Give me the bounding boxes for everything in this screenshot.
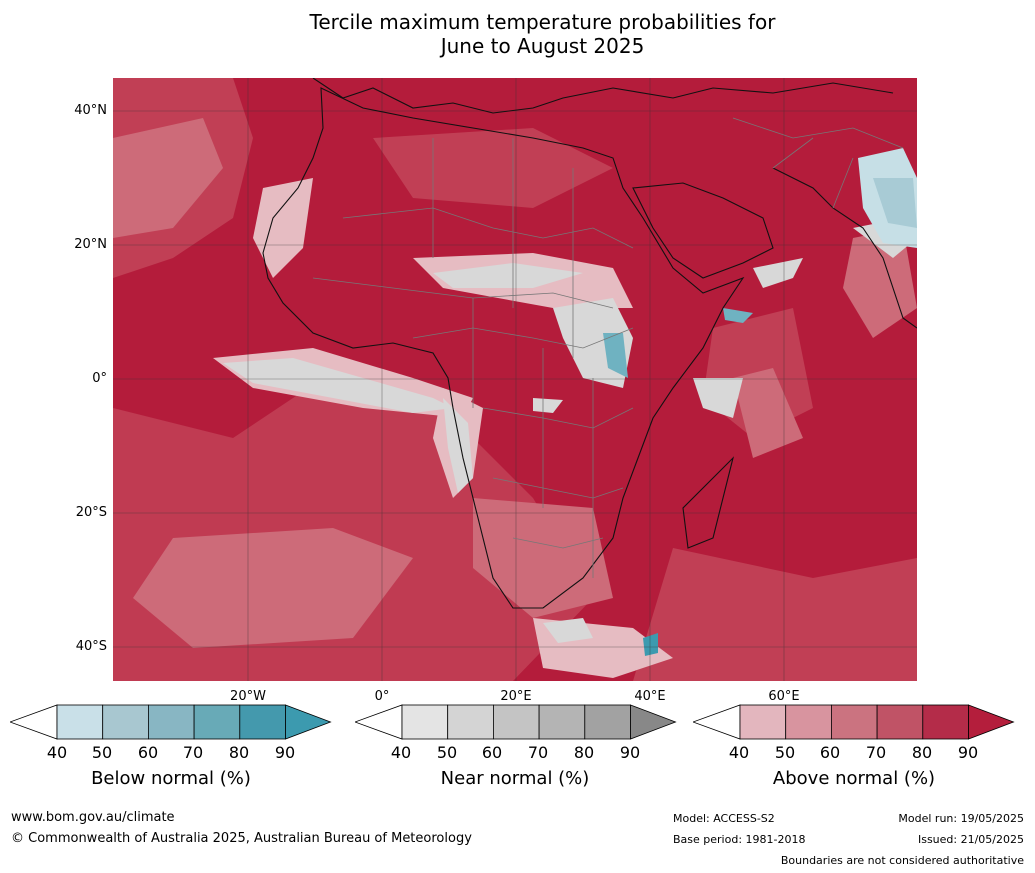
tick-label: 70: [182, 743, 204, 762]
lat-label-20s: 20°S: [75, 505, 107, 520]
colorbar-segment: [876, 704, 924, 740]
tick-label: 80: [228, 743, 250, 762]
colorbar-segment: [401, 704, 449, 740]
lon-label-20w: 20°W: [230, 689, 266, 704]
colorbar-extend-low: [10, 704, 58, 740]
tick-label: 90: [957, 743, 979, 762]
lat-label-40s: 40°S: [75, 639, 107, 654]
lon-label-40e: 40°E: [634, 689, 666, 704]
lat-label-0: 0°: [92, 371, 107, 386]
tick-label: 70: [865, 743, 887, 762]
colorbar-segment: [492, 704, 540, 740]
colorbar-above-svg: [693, 704, 1015, 740]
colorbar-segment: [447, 704, 494, 740]
tick-label: 50: [436, 743, 458, 762]
tick-label: 50: [91, 743, 113, 762]
colorbar-below-svg: [10, 704, 332, 740]
lon-label-0: 0°: [374, 689, 390, 704]
coastlines: [262, 78, 917, 609]
model-run-text: Model run: 19/05/2025: [898, 812, 1024, 825]
colorbar-extend-high: [630, 704, 677, 740]
near-normal-areas: [223, 218, 917, 643]
tick-label: 40: [46, 743, 68, 762]
graticule: [113, 78, 917, 681]
website-link[interactable]: www.bom.gov.au/climate: [11, 810, 175, 825]
lon-label-60e: 60°E: [768, 689, 800, 704]
colorbar-extend-high: [968, 704, 1015, 740]
tick-label: 40: [728, 743, 750, 762]
title-line-1: Tercile maximum temperature probabilitie…: [309, 10, 776, 34]
colorbar-segment: [830, 704, 878, 740]
tick-label: 40: [390, 743, 412, 762]
colorbar-segment: [193, 704, 241, 740]
issued-text: Issued: 21/05/2025: [917, 833, 1024, 846]
lat-label-40n: 40°N: [74, 103, 107, 118]
map-title: Tercile maximum temperature probabilitie…: [0, 10, 1035, 58]
tick-label: 90: [274, 743, 296, 762]
below-normal-areas: [603, 148, 917, 656]
colorbar-segment: [56, 704, 104, 740]
colorbar-below-label: Below normal (%): [91, 768, 251, 789]
colorbar-segment: [922, 704, 969, 740]
colorbar-extend-low: [693, 704, 741, 740]
tick-label: 80: [573, 743, 595, 762]
tick-label: 60: [481, 743, 503, 762]
colorbar-segment: [785, 704, 832, 740]
colorbar-segment: [538, 704, 586, 740]
lon-label-20e: 20°E: [500, 689, 532, 704]
lat-label-20n: 20°N: [74, 237, 107, 252]
colorbar-segment: [102, 704, 149, 740]
tick-label: 70: [527, 743, 549, 762]
colorbar-segment: [147, 704, 195, 740]
colorbar-extend-high: [285, 704, 332, 740]
colorbar-above-label: Above normal (%): [772, 768, 936, 789]
tick-label: 50: [774, 743, 796, 762]
colorbar-segment: [584, 704, 631, 740]
tick-label: 60: [137, 743, 159, 762]
tick-label: 60: [819, 743, 841, 762]
disclaimer-text: Boundaries are not considered authoritat…: [780, 854, 1024, 867]
tick-label: 80: [911, 743, 933, 762]
model-text: Model: ACCESS-S2: [673, 812, 775, 825]
colorbar-segment: [239, 704, 286, 740]
title-line-2: June to August 2025: [440, 34, 645, 58]
colorbar-near-svg: [355, 704, 677, 740]
copyright-text: © Commonwealth of Australia 2025, Austra…: [11, 831, 472, 846]
colorbar-near-label: Near normal (%): [440, 768, 590, 789]
tick-label: 90: [619, 743, 641, 762]
colorbar-near-normal: [355, 704, 677, 740]
base-period-text: Base period: 1981-2018: [673, 833, 806, 846]
above-normal-60: [113, 118, 917, 648]
colorbar-below-normal: [10, 704, 332, 740]
colorbar-extend-low: [355, 704, 403, 740]
colorbar-segment: [739, 704, 787, 740]
country-borders: [312, 117, 904, 578]
probability-map: [113, 78, 917, 681]
colorbar-above-normal: [693, 704, 1015, 740]
map-canvas: [113, 78, 917, 681]
